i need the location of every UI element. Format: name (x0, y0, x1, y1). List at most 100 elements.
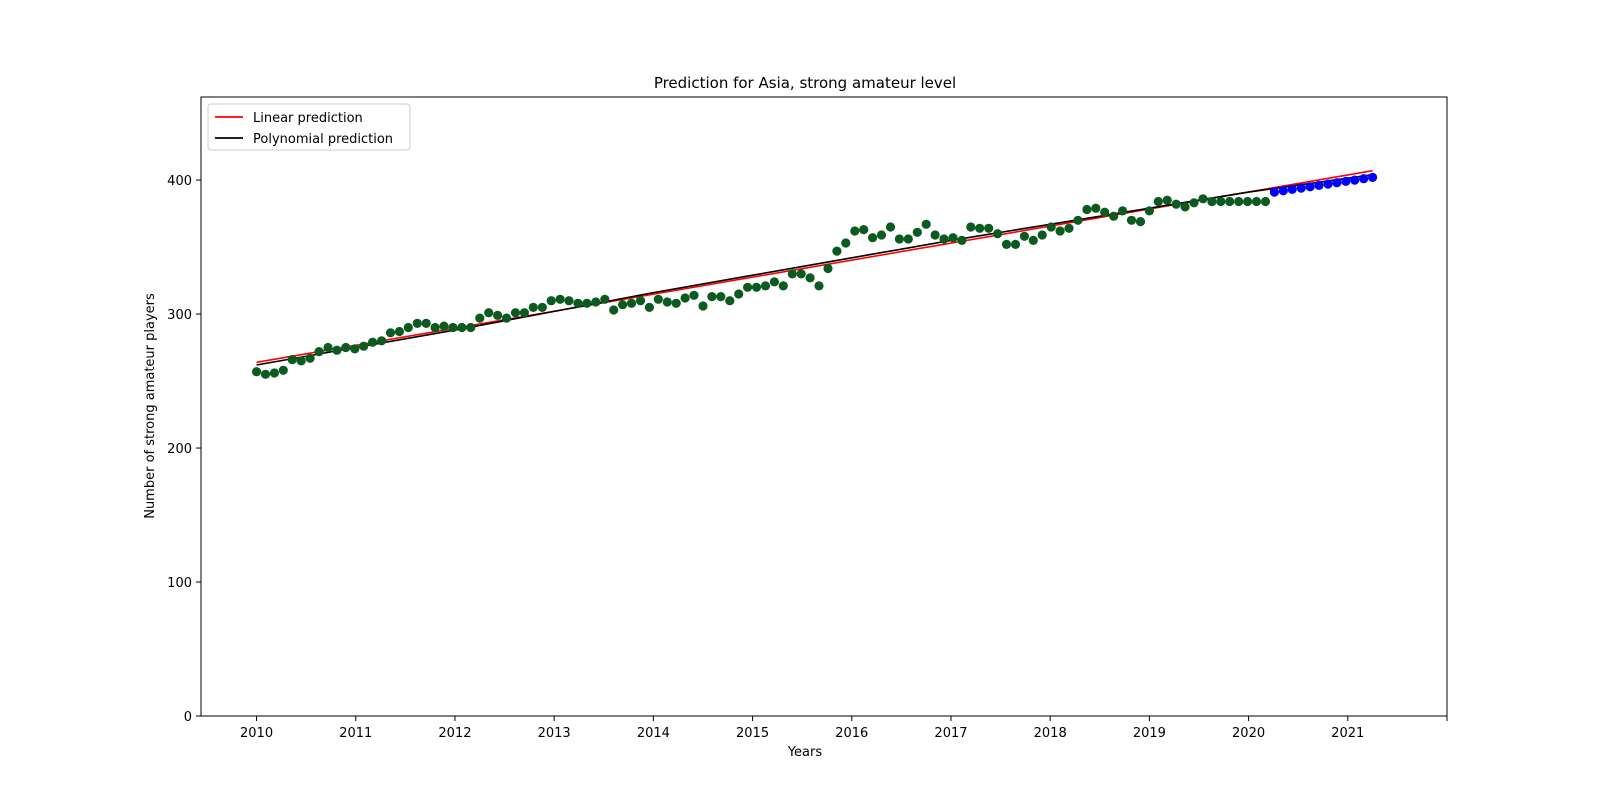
data-point-0 (975, 223, 985, 233)
data-point-0 (1010, 239, 1021, 249)
data-point-0 (921, 219, 931, 229)
data-point-0 (314, 347, 324, 357)
data-point-0 (778, 281, 788, 291)
data-point-0 (1055, 226, 1065, 236)
data-point-0 (903, 234, 913, 244)
data-point-0 (350, 344, 360, 354)
data-point-0 (680, 293, 690, 303)
legend-label: Linear prediction (253, 111, 363, 126)
data-point-0 (1198, 194, 1208, 204)
data-point-0 (948, 233, 958, 243)
data-point-0 (984, 223, 994, 233)
data-point-1 (1314, 180, 1324, 190)
plot-frame (200, 96, 1448, 717)
data-point-0 (1082, 204, 1092, 215)
data-point-0 (457, 322, 467, 333)
data-point-0 (1019, 231, 1029, 241)
data-point-0 (1091, 203, 1101, 213)
x-axis-label: Years (787, 745, 823, 760)
data-point-0 (1216, 196, 1226, 207)
data-point-0 (796, 269, 806, 279)
data-point-0 (359, 341, 369, 351)
data-point-0 (412, 318, 422, 328)
data-point-0 (1180, 202, 1190, 212)
data-point-0 (716, 292, 726, 302)
data-point-0 (600, 294, 610, 304)
chart-title: Prediction for Asia, strong amateur leve… (654, 74, 956, 92)
data-point-0 (475, 313, 485, 323)
data-point-0 (1162, 195, 1172, 205)
data-point-0 (876, 230, 887, 240)
y-tick-label: 0 (184, 710, 192, 725)
x-tick-label: 2014 (637, 726, 670, 741)
data-point-0 (671, 298, 681, 308)
data-point-1 (1269, 187, 1279, 197)
data-point-0 (841, 238, 851, 248)
data-point-0 (1064, 223, 1074, 233)
data-point-0 (787, 269, 797, 279)
data-point-0 (1135, 217, 1146, 227)
data-point-0 (751, 282, 762, 292)
data-point-0 (707, 292, 717, 302)
data-point-1 (1287, 184, 1297, 194)
x-tick-label: 2010 (240, 726, 273, 741)
data-point-0 (1109, 211, 1119, 221)
data-point-0 (296, 356, 306, 366)
data-point-0 (609, 305, 619, 315)
data-point-0 (564, 296, 574, 306)
data-point-1 (1323, 179, 1333, 189)
data-point-1 (1278, 186, 1288, 196)
data-point-0 (555, 294, 565, 304)
x-tick-label: 2012 (438, 726, 471, 741)
legend-box (207, 103, 411, 151)
x-tick-label: 2016 (835, 726, 868, 741)
data-point-0 (439, 321, 449, 331)
data-point-0 (269, 368, 279, 378)
data-point-0 (894, 234, 905, 244)
data-point-0 (1046, 222, 1056, 232)
data-point-0 (868, 233, 878, 243)
data-point-0 (528, 302, 538, 312)
data-point-0 (662, 297, 672, 307)
data-point-0 (1225, 196, 1235, 207)
data-point-1 (1359, 174, 1369, 184)
data-point-0 (466, 322, 476, 333)
data-point-0 (626, 298, 637, 308)
data-point-0 (1243, 196, 1253, 207)
data-point-0 (743, 282, 753, 292)
data-point-0 (1144, 206, 1154, 216)
y-tick-label: 200 (167, 442, 192, 457)
data-point-1 (1368, 172, 1378, 182)
data-point-0 (1153, 196, 1163, 207)
data-point-0 (957, 235, 967, 245)
data-point-0 (1118, 206, 1128, 216)
data-point-0 (760, 281, 771, 291)
data-point-0 (850, 226, 860, 236)
data-point-0 (287, 355, 297, 365)
y-tick-label: 300 (167, 308, 192, 323)
data-point-0 (537, 302, 547, 312)
data-point-0 (912, 227, 922, 237)
data-point-0 (377, 336, 387, 346)
data-point-0 (519, 308, 530, 318)
data-point-0 (260, 369, 271, 379)
data-point-0 (885, 222, 896, 232)
data-point-1 (1350, 175, 1360, 185)
x-tick-label: 2017 (934, 726, 967, 741)
data-point-0 (1126, 215, 1137, 225)
data-point-0 (591, 297, 601, 307)
data-point-0 (832, 246, 842, 256)
data-point-0 (698, 301, 708, 311)
data-point-0 (278, 365, 288, 375)
x-tick-label: 2011 (339, 726, 372, 741)
data-point-0 (1260, 196, 1271, 207)
data-point-1 (1332, 178, 1342, 188)
data-point-0 (725, 296, 735, 306)
data-point-0 (493, 310, 503, 320)
axes: 2010 2011 2012 2013 2014 2015 2016 2017 2018 2019… (167, 96, 1448, 741)
data-point-0 (1100, 207, 1110, 217)
data-point-0 (341, 342, 351, 353)
x-tick-label: 2015 (736, 726, 769, 741)
data-point-0 (573, 298, 583, 308)
